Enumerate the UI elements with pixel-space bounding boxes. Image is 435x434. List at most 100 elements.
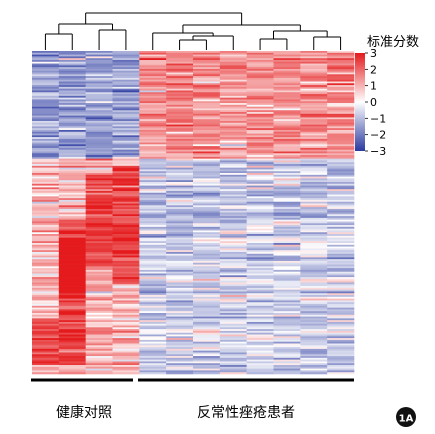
heatmap-cell bbox=[327, 210, 355, 213]
heatmap-cell bbox=[139, 88, 167, 91]
heatmap-cell bbox=[85, 300, 113, 303]
heatmap-cell bbox=[58, 365, 86, 368]
heatmap-cell bbox=[112, 273, 140, 276]
heatmap-cell bbox=[139, 137, 167, 140]
heatmap-cell bbox=[32, 329, 60, 332]
heatmap-cell bbox=[139, 304, 167, 307]
heatmap-cell bbox=[139, 205, 167, 208]
heatmap-cell bbox=[166, 90, 194, 93]
heatmap-cell bbox=[273, 332, 301, 335]
heatmap-cell bbox=[32, 354, 60, 357]
heatmap-cell bbox=[246, 296, 274, 299]
heatmap-cell bbox=[273, 219, 301, 222]
heatmap-cell bbox=[139, 129, 167, 133]
heatmap-cell bbox=[58, 356, 86, 359]
heatmap-cell bbox=[273, 210, 301, 213]
heatmap-cell bbox=[58, 51, 86, 54]
heatmap-cell bbox=[112, 338, 140, 341]
heatmap-cell bbox=[193, 77, 221, 81]
heatmap-cell bbox=[327, 122, 355, 125]
heatmap-cell bbox=[273, 124, 301, 127]
heatmap-cell bbox=[139, 171, 167, 174]
heatmap-cell bbox=[327, 173, 355, 176]
heatmap-cell bbox=[112, 90, 140, 93]
heatmap-cell bbox=[300, 278, 328, 281]
heatmap-cell bbox=[193, 198, 221, 201]
heatmap-cell bbox=[219, 210, 247, 213]
heatmap-cell bbox=[139, 248, 167, 251]
heatmap-cell bbox=[300, 282, 328, 285]
heatmap-cell bbox=[139, 146, 167, 149]
heatmap-cell bbox=[58, 165, 86, 168]
heatmap-cell bbox=[32, 243, 60, 246]
heatmap-cell bbox=[193, 366, 221, 369]
heatmap-cell bbox=[166, 185, 194, 188]
heatmap-cell bbox=[139, 226, 167, 229]
heatmap-cell bbox=[58, 212, 86, 215]
heatmap-cell bbox=[193, 155, 221, 158]
heatmap-cell bbox=[273, 146, 301, 149]
heatmap-cell bbox=[219, 52, 247, 55]
heatmap-cell bbox=[85, 94, 113, 97]
heatmap-cell bbox=[85, 52, 113, 55]
heatmap-cell bbox=[219, 243, 247, 246]
heatmap-cell bbox=[166, 264, 194, 267]
heatmap-cell bbox=[300, 336, 328, 339]
heatmap-cell bbox=[112, 309, 140, 312]
heatmap-cell bbox=[32, 278, 60, 281]
heatmap-cell bbox=[193, 61, 221, 64]
heatmap-cell bbox=[273, 162, 301, 165]
heatmap-cell bbox=[327, 72, 355, 75]
heatmap-cell bbox=[139, 216, 167, 219]
heatmap-cell bbox=[327, 230, 355, 233]
heatmap-cell bbox=[193, 208, 221, 211]
heatmap-cell bbox=[58, 153, 86, 156]
heatmap-cell bbox=[166, 151, 194, 154]
heatmap-cell bbox=[85, 113, 113, 116]
heatmap-cell bbox=[139, 277, 167, 280]
heatmap-cell bbox=[58, 185, 86, 188]
heatmap-cell bbox=[219, 85, 247, 88]
heatmap-cell bbox=[273, 356, 301, 359]
heatmap-cell bbox=[58, 329, 86, 332]
heatmap-cell bbox=[166, 146, 194, 149]
heatmap-cell bbox=[58, 302, 86, 305]
heatmap-cell bbox=[327, 106, 355, 109]
heatmap-cell bbox=[193, 144, 221, 147]
heatmap-cell bbox=[166, 194, 194, 197]
heatmap-cell bbox=[85, 190, 113, 194]
heatmap-cell bbox=[219, 244, 247, 247]
heatmap-cell bbox=[300, 90, 328, 93]
heatmap-cell bbox=[112, 72, 140, 75]
heatmap-cell bbox=[193, 271, 221, 274]
heatmap-cell bbox=[219, 339, 247, 342]
heatmap-cell bbox=[32, 103, 60, 106]
heatmap-cell bbox=[219, 146, 247, 149]
heatmap-cell bbox=[327, 77, 355, 81]
heatmap-cell bbox=[273, 217, 301, 220]
heatmap-cell bbox=[219, 300, 247, 303]
heatmap-cell bbox=[58, 112, 86, 115]
heatmap-cell bbox=[193, 185, 221, 188]
heatmap-cell bbox=[273, 119, 301, 122]
heatmap-cell bbox=[300, 262, 328, 265]
heatmap-cell bbox=[85, 253, 113, 256]
heatmap-cell bbox=[246, 119, 274, 122]
heatmap-cell bbox=[32, 298, 60, 301]
heatmap-cell bbox=[112, 332, 140, 335]
heatmap-cell bbox=[112, 99, 140, 102]
heatmap-cell bbox=[139, 320, 167, 323]
heatmap-cell bbox=[112, 223, 140, 226]
heatmap-cell bbox=[246, 151, 274, 154]
heatmap-cell bbox=[166, 298, 194, 301]
heatmap-cell bbox=[193, 119, 221, 122]
heatmap-cell bbox=[219, 99, 247, 102]
heatmap-cell bbox=[327, 208, 355, 211]
heatmap-cell bbox=[112, 318, 140, 321]
heatmap-cell bbox=[32, 289, 60, 292]
heatmap-cell bbox=[273, 86, 301, 89]
heatmap-cell bbox=[300, 295, 328, 298]
heatmap-cell bbox=[193, 241, 221, 244]
heatmap-cell bbox=[327, 318, 355, 321]
heatmap-cell bbox=[85, 97, 113, 100]
